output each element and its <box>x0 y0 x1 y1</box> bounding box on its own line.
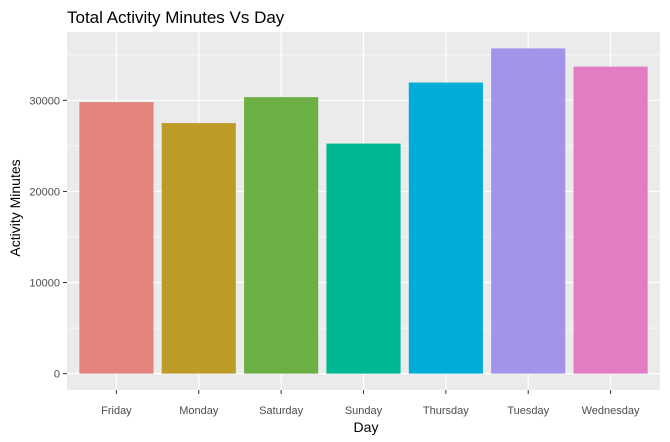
bars <box>79 48 648 374</box>
y-axis: 0 10000 20000 30000 <box>29 95 67 381</box>
bar-sunday <box>326 143 401 374</box>
bar-saturday <box>244 97 319 374</box>
x-tick-label: Friday <box>101 405 132 417</box>
x-tick-label: Thursday <box>423 405 469 417</box>
bar-wednesday <box>573 66 648 374</box>
x-tick-label: Monday <box>179 405 219 417</box>
bar-thursday <box>408 82 483 374</box>
x-tick-label: Saturday <box>259 405 304 417</box>
x-tick-label: Sunday <box>345 405 383 417</box>
x-tick-label: Wednesday <box>582 405 640 417</box>
x-axis-title: Day <box>354 419 379 435</box>
y-axis-title: Activity Minutes <box>7 159 23 256</box>
y-tick-label: 10000 <box>29 278 60 290</box>
y-tick-label: 30000 <box>29 95 60 107</box>
y-tick-label: 20000 <box>29 186 60 198</box>
bar-tuesday <box>491 48 566 374</box>
y-tick-label: 0 <box>54 369 60 381</box>
x-axis: Friday Monday Saturday Sunday Thursday Tuesda… <box>101 390 640 417</box>
chart-title: Total Activity Minutes Vs Day <box>67 8 285 27</box>
x-tick-label: Tuesday <box>507 405 549 417</box>
bar-friday <box>79 102 154 374</box>
bar-monday <box>161 123 236 374</box>
